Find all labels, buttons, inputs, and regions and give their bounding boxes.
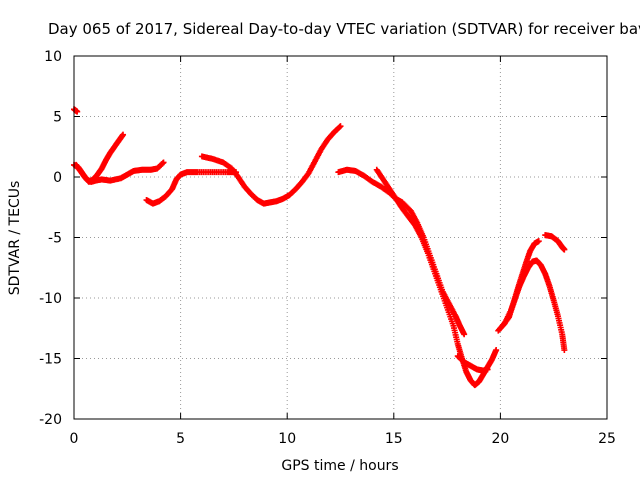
- y-tick-label: -10: [39, 291, 62, 307]
- axis-ticks: 0 5 10 15 20 25 -20 -15 -10 -5 0 5 10: [39, 49, 616, 447]
- data-series: [373, 166, 500, 389]
- data-point: [74, 108, 81, 115]
- plot-frame: [73, 55, 608, 420]
- x-tick-label: 20: [491, 431, 509, 447]
- data-series: [73, 131, 127, 185]
- data-point: [561, 246, 568, 253]
- data-series: [198, 123, 344, 207]
- data-point: [337, 123, 344, 130]
- x-tick-label: 15: [385, 431, 403, 447]
- y-tick-label: -15: [39, 352, 62, 368]
- data-series: [542, 232, 568, 253]
- y-axis-label: SDTVAR / TECUs: [7, 181, 23, 296]
- x-tick-label: 25: [598, 431, 616, 447]
- x-axis-label: GPS time / hours: [281, 458, 398, 474]
- data-point: [160, 159, 167, 166]
- data-series: [495, 257, 568, 354]
- data-series: [143, 169, 240, 207]
- y-tick-label: 0: [53, 170, 62, 186]
- chart-title: Day 065 of 2017, Sidereal Day-to-day VTE…: [48, 20, 640, 38]
- grid-lines: [74, 56, 607, 419]
- data-series: [71, 159, 167, 185]
- x-tick-label: 0: [70, 431, 79, 447]
- data-point: [493, 347, 500, 354]
- data-series: [454, 353, 491, 374]
- data-point: [120, 131, 127, 138]
- y-tick-label: 5: [53, 110, 62, 126]
- data-point: [484, 366, 491, 373]
- data-series: [71, 106, 81, 115]
- y-tick-label: -20: [39, 412, 62, 428]
- x-tick-label: 5: [176, 431, 185, 447]
- data-point: [561, 347, 568, 354]
- data-series: [499, 238, 542, 329]
- data-point: [535, 238, 542, 245]
- y-tick-label: -5: [48, 231, 62, 247]
- x-tick-label: 10: [278, 431, 296, 447]
- data-points: [71, 106, 568, 389]
- data-point: [461, 331, 468, 338]
- y-tick-label: 10: [44, 49, 62, 65]
